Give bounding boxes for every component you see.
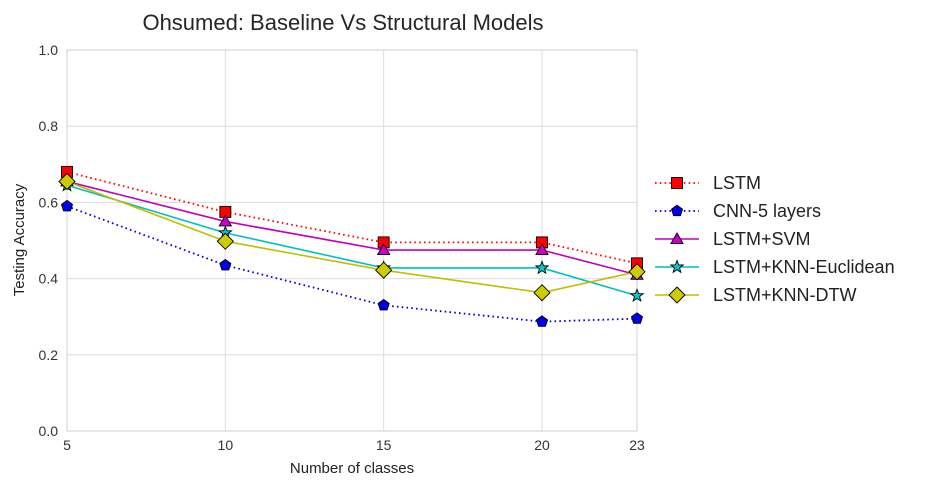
- data-point-lstm-knn-dtw: [628, 263, 646, 281]
- data-point-cnn-5-layers: [219, 258, 232, 271]
- data-point-cnn-5-layers: [630, 312, 644, 324]
- x-tick-label: 23: [629, 437, 645, 453]
- x-tick-label: 15: [376, 437, 392, 453]
- data-point-lstm-knn-dtw: [533, 284, 551, 302]
- legend-label: LSTM+KNN-DTW: [713, 285, 857, 305]
- legend-item-lstm-knn-dtw: LSTM+KNN-DTW: [655, 285, 857, 305]
- data-point-cnn-5-layers: [535, 315, 549, 327]
- legend-item-lstm: LSTM: [655, 173, 761, 193]
- data-point-lstm-knn-dtw: [58, 172, 76, 191]
- legend-marker: [671, 177, 683, 189]
- data-point-lstm-svm: [535, 243, 549, 255]
- series-lstm-knn-dtw: [58, 172, 646, 302]
- legend-item-lstm-knn-euclidean: LSTM+KNN-Euclidean: [655, 257, 895, 277]
- legend-item-cnn-5-layers: CNN-5 layers: [655, 201, 821, 221]
- y-tick-label: 0.8: [39, 118, 59, 134]
- data-point-lstm-knn-euclidean: [534, 260, 550, 275]
- y-tick-label: 1.0: [39, 42, 59, 58]
- data-point-lstm-knn-dtw: [375, 261, 393, 279]
- y-tick-label: 0.4: [39, 271, 59, 287]
- legend-marker: [670, 204, 684, 217]
- y-tick-label: 0.2: [39, 347, 59, 363]
- chart-title: Ohsumed: Baseline Vs Structural Models: [142, 10, 543, 35]
- legend: LSTM CNN-5 layers LSTM+SVM LSTM+KNN-Euclide…: [655, 173, 895, 305]
- y-tick-label: 0.0: [39, 423, 59, 439]
- legend-marker: [669, 259, 685, 274]
- y-axis-ticks: 0.0 0.2 0.4 0.6 0.8 1.0: [39, 42, 59, 439]
- legend-label: CNN-5 layers: [713, 201, 821, 221]
- data-point-lstm-knn-dtw: [216, 232, 234, 250]
- data-point-lstm-svm: [376, 243, 391, 255]
- y-axis-label: Testing Accuracy: [11, 183, 28, 296]
- legend-item-lstm-svm: LSTM+SVM: [655, 229, 811, 249]
- data-point-cnn-5-layers: [60, 199, 74, 212]
- series-layer: [58, 165, 646, 327]
- data-point-cnn-5-layers: [377, 298, 390, 311]
- legend-marker: [668, 286, 686, 304]
- legend-label: LSTM+KNN-Euclidean: [713, 257, 895, 277]
- legend-label: LSTM: [713, 173, 761, 193]
- data-point-lstm-knn-euclidean: [629, 287, 645, 303]
- x-tick-label: 20: [534, 437, 550, 453]
- legend-label: LSTM+SVM: [713, 229, 811, 249]
- series-cnn-5-layers: [60, 199, 644, 327]
- x-tick-label: 10: [218, 437, 234, 453]
- x-tick-label: 5: [63, 437, 71, 453]
- y-tick-label: 0.6: [39, 194, 59, 210]
- legend-marker: [670, 232, 684, 244]
- plot-frame: [66, 49, 638, 432]
- plot-area: [67, 50, 637, 431]
- x-axis-label: Number of classes: [290, 460, 414, 477]
- x-axis-ticks: 5 10 15 20 23: [63, 437, 645, 453]
